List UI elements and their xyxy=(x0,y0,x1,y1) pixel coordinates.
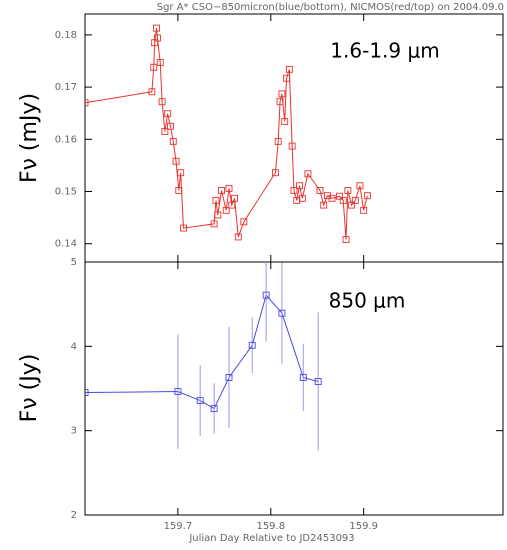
data-point xyxy=(175,187,183,194)
data-point xyxy=(222,206,230,214)
data-point xyxy=(339,196,347,204)
data-point xyxy=(167,122,174,130)
y-tick-label: 2 xyxy=(71,510,77,521)
y-tick-label: 5 xyxy=(71,257,77,268)
data-point xyxy=(278,90,286,98)
data-point xyxy=(336,192,343,200)
data-point xyxy=(274,137,282,145)
data-point xyxy=(363,192,371,200)
data-point xyxy=(283,74,291,82)
series-line xyxy=(85,28,368,240)
data-point xyxy=(218,187,225,194)
y-tick-label: 3 xyxy=(71,426,77,437)
data-point xyxy=(356,182,364,190)
data-point xyxy=(276,98,284,106)
data-point xyxy=(298,194,306,202)
y-tick-label: 0.14 xyxy=(55,239,77,250)
data-point xyxy=(156,59,164,67)
data-point xyxy=(210,405,218,413)
data-point xyxy=(348,201,356,209)
data-point xyxy=(290,187,298,194)
data-point xyxy=(285,65,293,73)
data-point xyxy=(150,63,158,71)
data-point xyxy=(240,218,248,226)
data-point xyxy=(225,184,233,192)
chart-title: Sgr A* CSO−850micron(blue/bottom), NICMO… xyxy=(157,2,504,13)
annotation: 850 μm xyxy=(329,289,406,313)
data-point xyxy=(296,182,304,190)
data-point xyxy=(154,34,161,42)
y-tick-label: 4 xyxy=(71,341,77,352)
data-point xyxy=(225,374,233,381)
data-point xyxy=(271,169,279,177)
plot-area xyxy=(85,262,322,451)
data-point xyxy=(214,211,222,219)
y-tick-label: 0.18 xyxy=(55,30,77,41)
data-point xyxy=(85,389,89,396)
x-axis-label: Julian Day Relative to JD2453093 xyxy=(188,533,354,544)
y-axis-label: Fν (Jy) xyxy=(17,354,42,423)
plot-area xyxy=(85,24,371,243)
y-tick-label: 0.15 xyxy=(55,187,77,198)
data-point xyxy=(180,224,187,232)
data-point xyxy=(304,170,312,178)
data-point xyxy=(281,118,289,126)
annotation: 1.6-1.9 μm xyxy=(330,39,439,63)
data-point xyxy=(234,233,242,241)
data-point xyxy=(228,201,236,209)
data-point xyxy=(344,187,352,194)
data-point xyxy=(328,194,336,202)
data-point xyxy=(212,196,220,204)
y-tick-label: 0.17 xyxy=(55,82,77,93)
data-point xyxy=(153,24,160,32)
data-point xyxy=(210,220,218,228)
y-tick-label: 0.16 xyxy=(55,134,77,145)
data-point xyxy=(161,128,169,135)
data-point xyxy=(172,157,180,165)
x-tick-label: 159.7 xyxy=(164,521,193,532)
data-point xyxy=(148,88,156,96)
data-point xyxy=(314,378,322,385)
x-tick-label: 159.9 xyxy=(349,521,378,532)
data-point xyxy=(342,236,350,243)
data-point xyxy=(299,374,307,381)
data-point xyxy=(320,201,328,209)
data-point xyxy=(169,137,177,145)
x-tick-label: 159.8 xyxy=(256,521,285,532)
data-point xyxy=(196,397,204,405)
data-point xyxy=(262,291,270,299)
data-point xyxy=(85,99,89,107)
data-point xyxy=(351,196,359,204)
data-point xyxy=(177,169,185,177)
data-point xyxy=(360,206,368,214)
data-point xyxy=(164,110,172,118)
data-point xyxy=(231,194,239,202)
data-point xyxy=(174,388,182,395)
data-point xyxy=(278,309,286,317)
data-point xyxy=(248,341,256,349)
data-point xyxy=(288,142,296,150)
data-point xyxy=(316,187,324,194)
plot-frame xyxy=(84,261,504,516)
data-point xyxy=(158,98,166,106)
series-line xyxy=(85,294,319,410)
plot-frame xyxy=(84,13,504,263)
y-axis-label: Fν (mJy) xyxy=(17,93,42,183)
